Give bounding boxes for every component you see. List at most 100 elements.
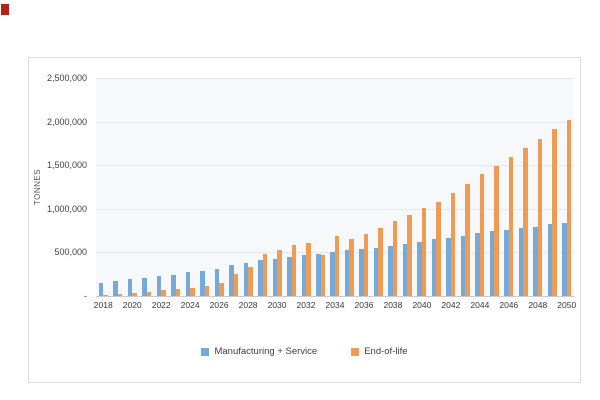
bar-group-2048 [531, 78, 545, 296]
x-axis-tick-labels: 2018 2020 2022 2024 2026 2028 2030 2032 2034 2036… [93, 300, 577, 312]
x-tick-label: 2034 [325, 300, 345, 310]
gridline [96, 165, 574, 167]
bar-manufacturing-service [373, 248, 379, 296]
x-axis-line [96, 296, 574, 297]
bar-manufacturing-service [388, 246, 393, 296]
bar-manufacturing-service [142, 278, 147, 296]
x-tick-label: 2040 [412, 300, 432, 310]
y-tick-label: 2,000,000 [46, 116, 87, 127]
bar-end-of-life [334, 236, 340, 296]
bar-group-2043 [458, 78, 472, 296]
bar-manufacturing-service [475, 233, 480, 296]
bar-end-of-life [349, 239, 354, 296]
bar-group-2037 [371, 78, 385, 296]
bar-group-2035 [342, 78, 356, 296]
legend-label: End-of-life [364, 346, 408, 357]
x-tick-label: 2024 [180, 300, 200, 310]
x-tick-label: 2020 [122, 300, 142, 310]
bar-manufacturing-service [98, 283, 104, 296]
bar-end-of-life [436, 202, 441, 296]
bar-group-2047 [516, 78, 530, 296]
bar-end-of-life [479, 174, 485, 296]
legend-item-manufacturing-service: Manufacturing + Service [201, 346, 317, 357]
bar-end-of-life [523, 148, 528, 296]
x-tick-label: 2038 [383, 300, 403, 310]
bar-end-of-life [291, 245, 297, 296]
bar-group-2026 [212, 78, 226, 296]
x-tick-label: 2028 [238, 300, 258, 310]
legend-swatch-icon [201, 347, 210, 356]
x-tick-label: 2018 [93, 300, 113, 310]
bar-manufacturing-service [113, 281, 118, 296]
bar-group-2018 [96, 78, 110, 296]
bar-end-of-life [320, 255, 325, 296]
bar-group-2040 [415, 78, 429, 296]
bar-end-of-life [233, 274, 239, 296]
bar-manufacturing-service [359, 249, 364, 296]
y-tick-label: - [84, 291, 87, 301]
bar-group-2022 [154, 78, 168, 296]
y-tick-label: 1,000,000 [46, 203, 87, 214]
bar-end-of-life [219, 283, 224, 296]
gridline [96, 121, 574, 123]
bar-manufacturing-service [504, 230, 509, 296]
bar-end-of-life [306, 243, 311, 296]
legend-swatch-icon [351, 347, 360, 356]
bar-manufacturing-service [402, 244, 408, 296]
gridline [96, 208, 574, 210]
bar-end-of-life [450, 193, 456, 296]
bar-manufacturing-service [316, 254, 321, 296]
gridline [96, 78, 574, 79]
bar-group-2042 [444, 78, 458, 296]
bar-end-of-life [277, 250, 282, 296]
x-tick-label: 2036 [354, 300, 374, 310]
bar-group-2050 [560, 78, 574, 296]
bar-group-2024 [183, 78, 197, 296]
bar-end-of-life [494, 166, 499, 296]
bar-manufacturing-service [258, 260, 263, 296]
bar-end-of-life [552, 129, 557, 296]
bar-manufacturing-service [272, 259, 278, 296]
bars-layer [96, 78, 574, 296]
bar-group-2046 [502, 78, 516, 296]
bar-end-of-life [248, 267, 253, 296]
bar-end-of-life [363, 234, 369, 296]
x-tick-label: 2032 [296, 300, 316, 310]
bar-manufacturing-service [156, 276, 162, 296]
bar-manufacturing-service [287, 257, 292, 296]
bar-end-of-life [421, 208, 427, 296]
x-tick-label: 2030 [267, 300, 287, 310]
legend-label: Manufacturing + Service [214, 346, 318, 357]
bar-end-of-life [262, 254, 268, 296]
bar-manufacturing-service [533, 227, 538, 296]
bar-group-2044 [473, 78, 487, 296]
bar-end-of-life [190, 288, 195, 296]
bar-manufacturing-service [185, 272, 191, 296]
bar-manufacturing-service [460, 236, 466, 296]
bar-group-2025 [197, 78, 211, 296]
bar-group-2029 [255, 78, 269, 296]
bar-end-of-life [132, 293, 137, 296]
bar-group-2049 [545, 78, 559, 296]
bar-manufacturing-service [229, 265, 234, 296]
bar-end-of-life [161, 290, 166, 296]
bar-group-2021 [139, 78, 153, 296]
x-tick-label: 2046 [499, 300, 519, 310]
bar-manufacturing-service [547, 224, 553, 296]
bar-group-2039 [400, 78, 414, 296]
bar-manufacturing-service [417, 242, 422, 296]
bar-manufacturing-service [301, 255, 307, 296]
y-tick-label: 2,500,000 [46, 73, 87, 83]
x-tick-label: 2042 [441, 300, 461, 310]
x-tick-label: 2026 [209, 300, 229, 310]
bar-end-of-life [407, 215, 412, 296]
bar-manufacturing-service [489, 231, 495, 296]
bar-end-of-life [566, 120, 572, 296]
bar-group-2034 [328, 78, 342, 296]
bar-end-of-life [508, 157, 514, 296]
y-tick-label: 500,000 [54, 247, 87, 258]
bar-group-2036 [357, 78, 371, 296]
x-tick-label: 2050 [557, 300, 577, 310]
x-tick-label: 2044 [470, 300, 490, 310]
bar-group-2041 [429, 78, 443, 296]
